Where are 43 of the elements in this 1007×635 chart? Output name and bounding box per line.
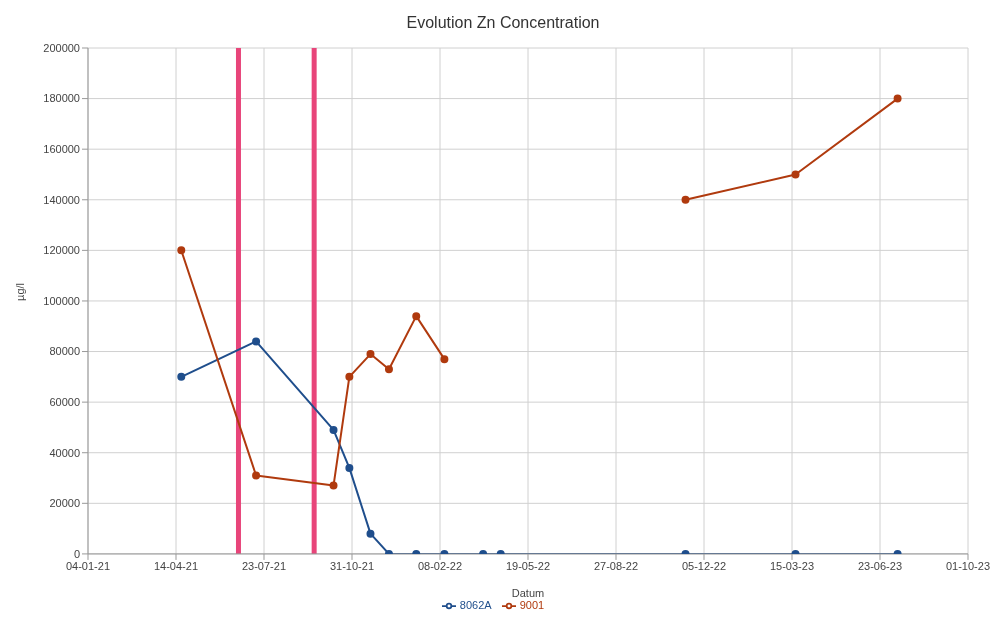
y-axis-title: µg/l <box>13 282 26 301</box>
x-tick-label: 01-10-23 <box>945 559 991 572</box>
x-tick-label: 23-07-21 <box>241 559 287 572</box>
y-tick-label: 200000 <box>43 41 80 54</box>
point <box>345 372 354 381</box>
x-tick-label: 23-06-23 <box>857 559 903 572</box>
point <box>177 246 186 255</box>
point <box>329 481 338 490</box>
y-tick-label: 40000 <box>49 446 80 459</box>
chart-title: Evolution Zn Concentration <box>405 13 601 33</box>
point <box>412 312 421 321</box>
y-tick-label: 20000 <box>49 497 80 510</box>
y-tick-label: 0 <box>73 547 80 560</box>
point <box>366 529 375 538</box>
point <box>252 337 261 346</box>
y-tick-label: 100000 <box>43 294 80 307</box>
y-tick-label: 180000 <box>43 92 80 105</box>
point <box>329 425 338 434</box>
point <box>893 94 902 103</box>
y-tick-label: 140000 <box>43 193 80 206</box>
legend-label: 9001 <box>519 598 545 611</box>
point <box>384 365 393 374</box>
x-tick-label: 05-12-22 <box>681 559 727 572</box>
y-tick-label: 120000 <box>43 244 80 257</box>
point <box>791 170 800 179</box>
point <box>366 350 375 359</box>
x-tick-label: 15-03-23 <box>769 559 815 572</box>
x-axis-title: Datum <box>511 586 545 599</box>
x-tick-label: 08-02-22 <box>417 559 463 572</box>
x-tick-label: 04-01-21 <box>65 559 111 572</box>
point <box>681 195 690 204</box>
legend-label: 8062A <box>459 598 492 611</box>
point <box>440 355 449 364</box>
point <box>252 471 261 480</box>
x-tick-label: 31-10-21 <box>329 559 375 572</box>
y-tick-label: 60000 <box>49 396 80 409</box>
x-tick-label: 27-08-22 <box>593 559 639 572</box>
point <box>177 372 186 381</box>
y-tick-label: 160000 <box>43 143 80 156</box>
y-tick-label: 80000 <box>49 345 80 358</box>
x-tick-label: 19-05-22 <box>505 559 551 572</box>
x-tick-label: 14-04-21 <box>153 559 199 572</box>
point <box>345 463 354 472</box>
